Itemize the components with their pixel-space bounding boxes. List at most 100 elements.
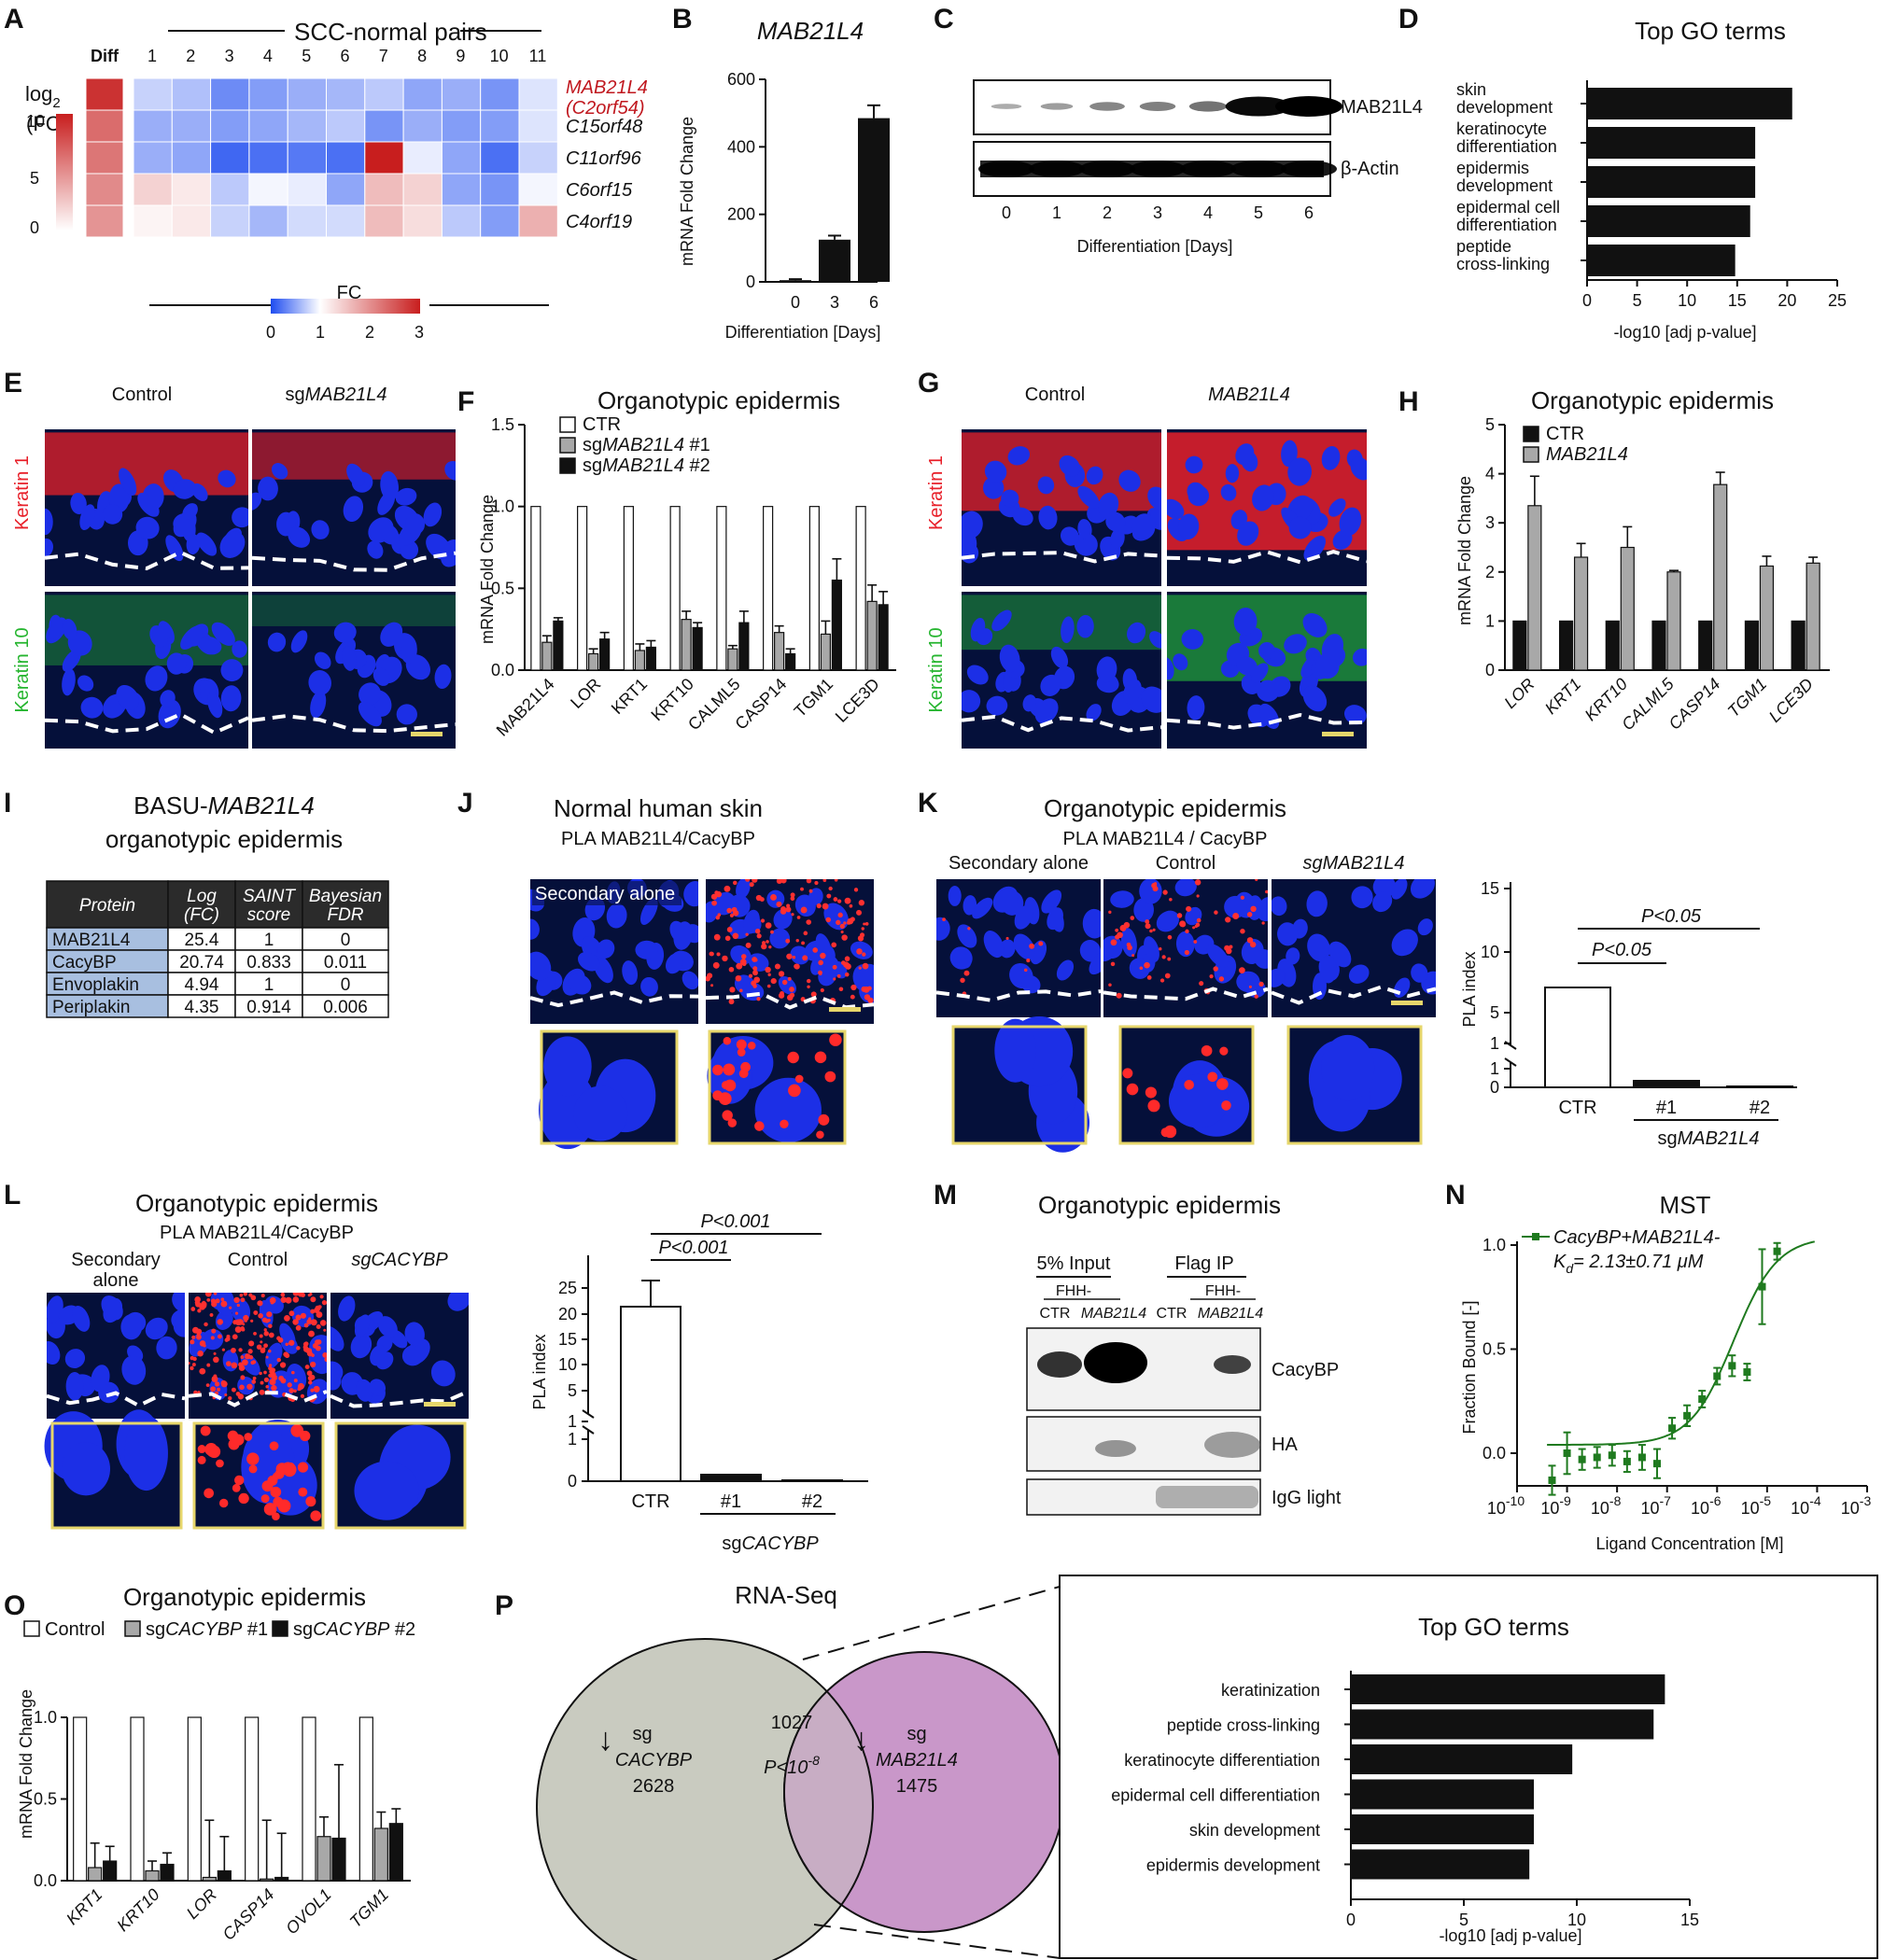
venn-left-arrow: ↓ <box>597 1722 613 1757</box>
heatmap-cell <box>364 173 404 206</box>
bar <box>260 1878 274 1882</box>
panel-label-j: J <box>457 788 473 819</box>
panel-p-go-title: Top GO terms <box>1418 1613 1569 1641</box>
bar <box>623 506 634 671</box>
go-term-label: epidermis <box>1456 159 1529 177</box>
bar <box>727 648 738 671</box>
heatmap-cell <box>518 141 558 175</box>
bar <box>855 506 866 671</box>
heatmap-cell <box>248 141 288 175</box>
y-tick-label: 10 <box>558 1355 577 1374</box>
bar <box>358 1716 373 1882</box>
bar <box>1587 88 1792 119</box>
bar <box>1351 1779 1535 1810</box>
panel-label-l: L <box>4 1180 21 1211</box>
panel-p-xlabel: -log10 [adj p-value] <box>1439 1926 1581 1945</box>
venn-overlap <box>783 1689 874 1907</box>
micrograph-g-control-k10 <box>962 592 1161 749</box>
panel-n-xlabel: Ligand Concentration [M] <box>1595 1534 1783 1553</box>
lane-label: CTR <box>1040 1306 1071 1322</box>
panel-m-title: Organotypic epidermis <box>1038 1191 1281 1219</box>
lane-label: 2 <box>1103 203 1112 222</box>
fc-tick: 2 <box>365 323 374 342</box>
panel-l-title: Organotypic epidermis <box>135 1189 378 1217</box>
panel-b-title: MAB21L4 <box>757 17 864 45</box>
bar <box>1351 1674 1665 1704</box>
inset-k-1 <box>1118 1025 1255 1145</box>
lane-label: 1 <box>1052 203 1061 222</box>
venn-left-count: 2628 <box>633 1776 675 1797</box>
bar <box>866 600 878 671</box>
panel-g-row-keratin1: Keratin 1 <box>926 455 947 530</box>
bar <box>831 579 842 671</box>
micrograph-col-label: sgMAB21L4 <box>1303 853 1405 874</box>
band <box>1037 1351 1082 1378</box>
x-tick-label: 10-4 <box>1791 1493 1821 1518</box>
inset-l-2 <box>334 1421 467 1530</box>
bar <box>302 1716 316 1882</box>
legend-label: MAB21L4 <box>1546 444 1628 465</box>
bar <box>103 1860 118 1882</box>
y-tick-label: 0.0 <box>1483 1444 1506 1463</box>
legend-kd: Kd= 2.13±0.71 μM <box>1553 1252 1704 1276</box>
bar <box>780 280 811 282</box>
heatmap-cell <box>133 109 173 143</box>
bar <box>785 652 796 671</box>
venn-mid-count: 1027 <box>771 1713 813 1733</box>
x-tick-label: LOR <box>567 675 604 712</box>
bar <box>645 646 656 671</box>
legend-swatch <box>23 1620 40 1637</box>
go-term-label: epidermal cell <box>1456 198 1560 217</box>
x-tick-label: CTR <box>1558 1098 1596 1118</box>
bar <box>878 604 889 671</box>
band <box>1156 1486 1258 1508</box>
panel-e-images <box>45 429 456 749</box>
bar <box>187 1716 202 1882</box>
bar <box>130 1716 145 1882</box>
panel-n-plot: 0.0 0.5 1.0 10-10 10-9 10-8 10-7 10-6 10-5 10-4 10… <box>1460 1227 1871 1553</box>
micrograph-l-0 <box>47 1293 185 1419</box>
micrograph-j-pla <box>706 879 874 1024</box>
panel-e-micrographs: Control sgMAB21L4 Keratin 1 Keratin 10 <box>12 385 456 749</box>
bar <box>541 641 553 671</box>
heatmap-cell <box>326 204 366 238</box>
heatmap-cell <box>402 141 443 175</box>
heatmap-col-label: 6 <box>340 47 349 65</box>
diff-cell <box>85 204 124 238</box>
table-cell-text: 1 <box>264 931 274 950</box>
table-header-text: SAINT <box>243 887 296 906</box>
panel-j-title: Normal human skin <box>554 794 763 822</box>
panel-h-ylabel: mRNA Fold Change <box>1455 476 1474 625</box>
bar <box>634 650 645 671</box>
lane-label: 3 <box>1153 203 1162 222</box>
scale-tick-0: 0 <box>30 218 39 237</box>
y-tick-label: 1.0 <box>491 497 514 516</box>
table-header-cell <box>302 880 389 929</box>
diff-column <box>85 77 124 238</box>
heatmap-cell <box>133 204 173 238</box>
heatmap-cell <box>441 141 482 175</box>
venn-left-sg: sg <box>632 1724 652 1744</box>
fit-curve <box>1547 1240 1816 1446</box>
y-tick-label: 1 <box>1490 1034 1499 1053</box>
heatmap-col-label: 1 <box>148 47 157 65</box>
go-term-label: skin development <box>1189 1821 1320 1840</box>
bar <box>669 506 681 671</box>
panel-f-title: Organotypic epidermis <box>597 386 840 414</box>
go-term-label: keratinocyte <box>1456 119 1547 138</box>
bar <box>1713 483 1728 671</box>
x-tick-label: CASP14 <box>1665 675 1724 734</box>
bar <box>388 1823 403 1882</box>
x-tick-label: KRT1 <box>1541 675 1584 718</box>
heatmap-gene-labels: MAB21L4 C15orf48 C11orf96 C6orf15 C4orf19 (C2… <box>566 77 648 232</box>
go-term-label: peptide <box>1456 237 1511 256</box>
x-tick-label: #2 <box>1750 1098 1770 1118</box>
bar <box>1587 245 1735 276</box>
actin-smear <box>980 161 1324 177</box>
x-tick-label: #2 <box>802 1491 822 1512</box>
micrograph-l-1 <box>189 1293 327 1419</box>
band-mab21l4 <box>1040 103 1074 110</box>
y-tick-label: 0 <box>1485 661 1495 679</box>
go-term-label: epidermis development <box>1146 1856 1320 1875</box>
table-cell-text: MAB21L4 <box>52 931 131 950</box>
